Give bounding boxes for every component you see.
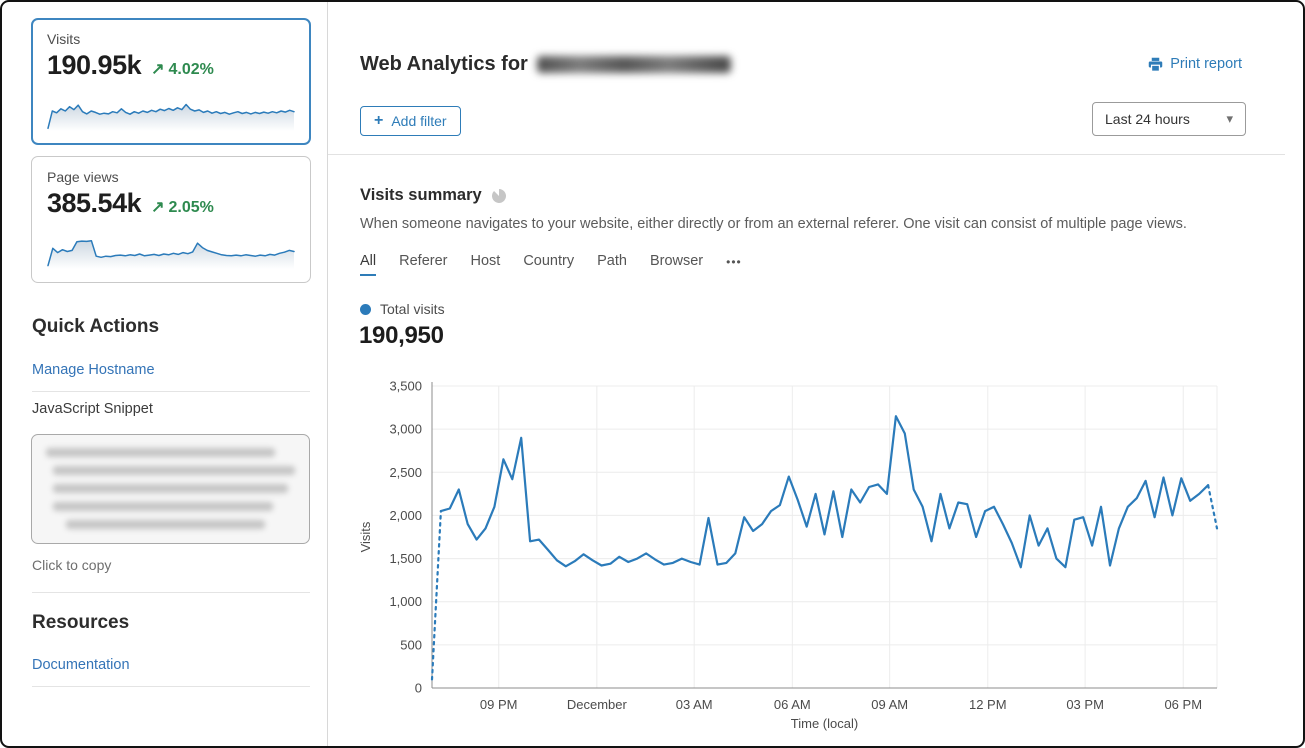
svg-text:06 AM: 06 AM (774, 697, 811, 712)
chevron-down-icon: ▾ (1226, 111, 1233, 126)
pageviews-card-label: Page views (47, 169, 119, 185)
visits-sparkline-chart (47, 103, 295, 131)
visits-summary-description: When someone navigates to your website, … (360, 216, 1187, 232)
header-divider (328, 154, 1285, 155)
summary-tab-bar: All Referer Host Country Path Browser ••… (360, 253, 742, 276)
svg-text:0: 0 (415, 681, 422, 696)
trend-up-icon: ↗ (151, 199, 165, 216)
tab-browser[interactable]: Browser (649, 253, 704, 269)
svg-text:3,500: 3,500 (389, 379, 422, 394)
printer-icon (1149, 57, 1163, 72)
svg-text:Time (local): Time (local) (791, 716, 858, 731)
site-domain-redacted (536, 56, 731, 73)
pageviews-sparkline-chart (47, 239, 295, 269)
pageviews-metric-card[interactable]: Page views 385.54k ↗ 2.05% (31, 156, 311, 283)
add-filter-label: Add filter (391, 113, 447, 129)
svg-text:3,000: 3,000 (389, 422, 422, 437)
trend-up-icon: ↗ (151, 61, 165, 78)
visits-summary-title-text: Visits summary (360, 186, 482, 204)
tab-country[interactable]: Country (523, 253, 575, 269)
svg-text:500: 500 (400, 637, 422, 652)
sidebar-separator (327, 2, 328, 746)
svg-text:12 PM: 12 PM (969, 697, 1007, 712)
svg-text:December: December (567, 697, 628, 712)
tab-host[interactable]: Host (470, 253, 501, 269)
svg-text:2,000: 2,000 (389, 508, 422, 523)
pageviews-card-value: 385.54k (47, 188, 142, 218)
sidebar-divider (32, 686, 310, 687)
svg-text:1,500: 1,500 (389, 551, 422, 566)
more-tabs-button[interactable]: ••• (726, 255, 742, 269)
manage-hostname-link[interactable]: Manage Hostname (32, 362, 155, 378)
page-title: Web Analytics for (360, 53, 731, 76)
svg-text:1,000: 1,000 (389, 594, 422, 609)
svg-text:03 PM: 03 PM (1066, 697, 1104, 712)
visits-card-delta: 4.02% (168, 61, 214, 78)
tab-referer[interactable]: Referer (399, 253, 448, 269)
svg-text:03 AM: 03 AM (676, 697, 713, 712)
print-report-label: Print report (1170, 56, 1242, 72)
legend-dot-icon (360, 303, 371, 315)
svg-text:09 PM: 09 PM (480, 697, 518, 712)
sidebar-divider (32, 592, 310, 593)
pageviews-card-delta: 2.05% (168, 199, 214, 216)
redacted-code-line (46, 448, 276, 457)
svg-text:06 PM: 06 PM (1164, 697, 1202, 712)
visits-card-label: Visits (47, 31, 81, 47)
resources-heading: Resources (32, 612, 130, 633)
page-title-text: Web Analytics for (360, 53, 528, 75)
svg-text:09 AM: 09 AM (871, 697, 908, 712)
tab-all[interactable]: All (360, 253, 377, 276)
svg-text:2,500: 2,500 (389, 465, 422, 480)
redacted-code-line (65, 520, 266, 529)
javascript-snippet-code-redacted[interactable] (31, 434, 310, 544)
chart-legend: Total visits (360, 301, 445, 317)
redacted-code-line (53, 484, 288, 493)
add-filter-button[interactable]: + Add filter (360, 106, 461, 136)
redacted-code-line (53, 502, 273, 511)
redacted-code-line (53, 466, 295, 475)
sidebar-divider (32, 391, 310, 392)
plus-icon: + (374, 112, 384, 129)
visits-card-value: 190.95k (47, 50, 142, 80)
legend-label: Total visits (380, 301, 445, 317)
visits-metric-card[interactable]: Visits 190.95k ↗ 4.02% (31, 18, 311, 145)
time-range-dropdown[interactable]: Last 24 hours ▾ (1092, 102, 1246, 136)
time-range-value: Last 24 hours (1105, 111, 1190, 127)
quick-actions-heading: Quick Actions (32, 316, 160, 337)
visits-summary-heading: Visits summary (360, 186, 507, 205)
pie-chart-icon (491, 188, 506, 203)
visits-time-series-chart: 0 500 1,000 1,500 2,000 2,500 3,000 3,500 09 PM D… (358, 379, 1219, 731)
print-report-button[interactable]: Print report (1148, 56, 1242, 72)
tab-path[interactable]: Path (597, 253, 627, 269)
total-visits-value: 190,950 (359, 322, 444, 349)
svg-text:Visits: Visits (358, 521, 373, 552)
javascript-snippet-label: JavaScript Snippet (32, 401, 153, 417)
click-to-copy-hint: Click to copy (32, 557, 112, 573)
documentation-link[interactable]: Documentation (32, 657, 130, 673)
